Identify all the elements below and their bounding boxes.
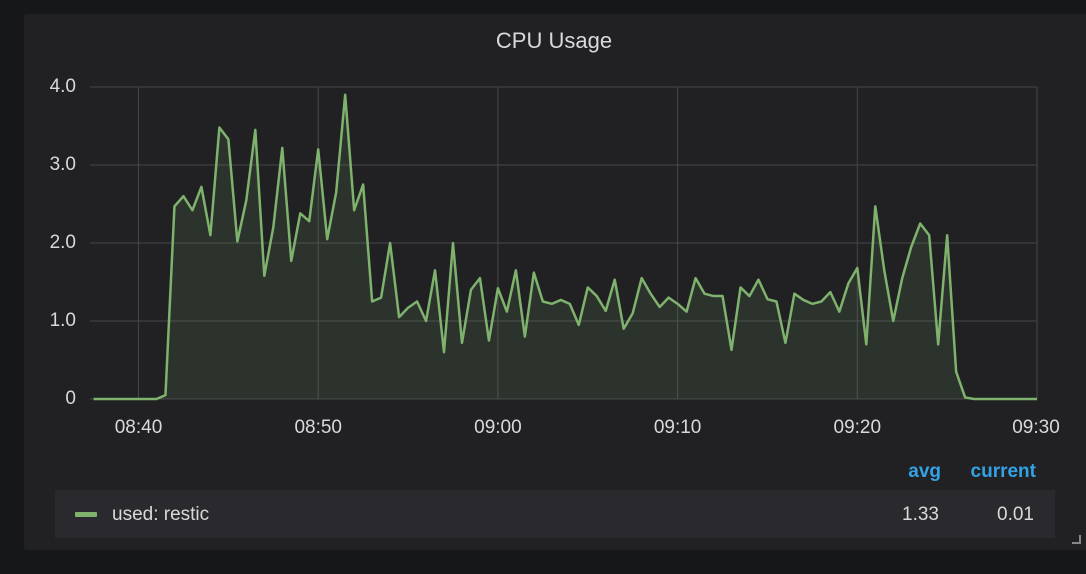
x-tick-label: 08:50 [294,417,342,438]
legend-swatch [75,512,97,517]
y-tick-label: 4.0 [50,76,76,97]
y-tick-label: 0 [65,388,76,409]
line [93,93,1037,401]
y-tick-label: 1.0 [50,310,76,331]
chart-title[interactable]: CPU Usage [496,28,612,53]
x-tick-label: 09:30 [1012,417,1060,438]
area-fill [93,94,1037,400]
legend-label: used: restic [112,504,209,525]
x-tick-label: 08:40 [115,417,163,438]
panel [24,14,1086,550]
legend-column-header: avg [908,461,941,482]
y-tick-label: 2.0 [50,232,76,253]
legend-value: 0.01 [997,504,1034,525]
resize-handle[interactable] [1072,535,1081,544]
x-tick-label: 09:00 [474,417,522,438]
x-tick-label: 09:20 [834,417,882,438]
legend-row [55,490,1055,538]
legend-value: 1.33 [902,504,939,525]
x-tick-label: 09:10 [654,417,702,438]
y-tick-label: 3.0 [50,154,76,175]
legend-column-header: current [971,461,1037,482]
